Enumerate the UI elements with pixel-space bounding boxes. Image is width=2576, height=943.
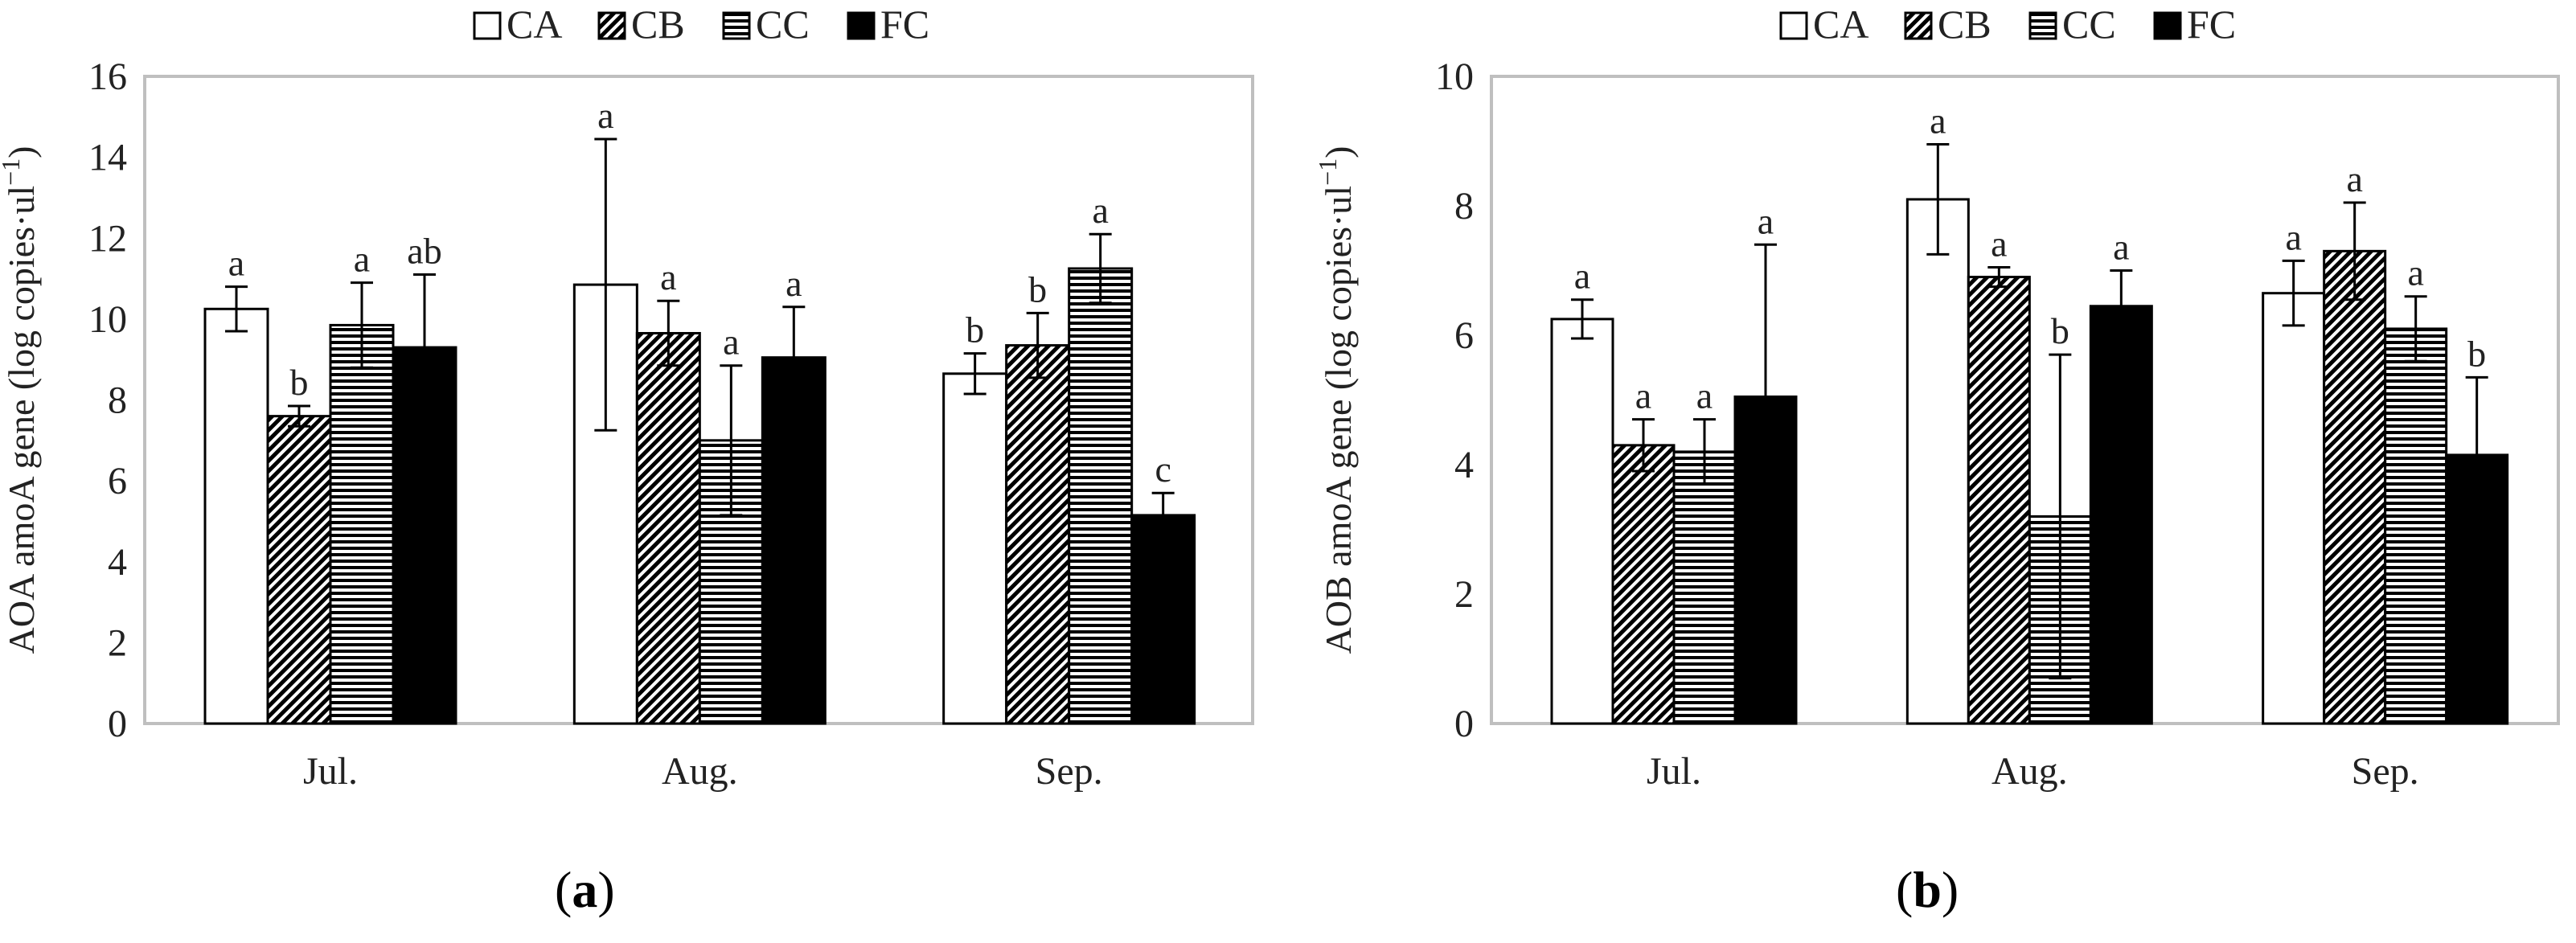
x-tick-label: Sep.: [1036, 750, 1103, 793]
significance-label: a: [1991, 223, 2007, 264]
legend-label-ca: CA: [1813, 2, 1868, 47]
bar-ca: [942, 372, 1008, 725]
bar-ca: [1905, 198, 1970, 725]
legend-swatch-cc: [2028, 11, 2057, 40]
x-tick-label: Aug.: [662, 750, 738, 793]
y-tick-label: 4: [108, 541, 127, 584]
panel-a-chart: 0 2 4 6 8 10 12 14 16 AOA amoA gene (log copies·u…: [0, 2, 1254, 793]
bar-cb: [1611, 444, 1676, 725]
legend-swatch-fc: [2153, 11, 2182, 40]
bar-cb: [1967, 276, 2031, 725]
panel-a-label: (a): [555, 861, 615, 918]
significance-label: a: [1696, 375, 1713, 416]
y-tick-label: 2: [108, 621, 127, 664]
significance-label: b: [2467, 333, 2486, 374]
y-tick-label: 14: [88, 137, 127, 179]
legend-label-fc: FC: [880, 2, 929, 47]
legend-label-ca: CA: [507, 2, 562, 47]
significance-label: a: [1635, 375, 1651, 416]
significance-label: b: [2051, 310, 2069, 351]
bar-fc: [2089, 305, 2153, 725]
x-tick-label: Jul.: [303, 750, 358, 793]
y-tick-label: 8: [108, 379, 127, 422]
y-tick-label: 0: [1454, 703, 1474, 745]
y-tick-label: 6: [108, 460, 127, 502]
bar-fc: [761, 356, 827, 725]
bar-ca: [572, 283, 638, 725]
significance-label: c: [1155, 449, 1171, 490]
significance-label: a: [1574, 256, 1590, 297]
significance-label: a: [723, 322, 739, 363]
legend-label-cb: CB: [631, 2, 685, 47]
bar-cb: [266, 415, 332, 725]
significance-label: a: [2285, 216, 2301, 257]
significance-label: a: [660, 256, 676, 297]
panel-b-label: (b): [1896, 861, 1959, 918]
significance-label: a: [2407, 252, 2423, 293]
bar-cb: [635, 331, 701, 725]
y-tick-label: 16: [88, 55, 127, 98]
bar-cc: [1672, 450, 1737, 725]
legend-swatch-cb: [1904, 11, 1933, 40]
significance-label: b: [1028, 269, 1047, 310]
y-axis-label: AOA amoA gene (log copies·ul−1): [0, 146, 42, 654]
y-tick-label: 0: [108, 703, 127, 745]
panel-a-letter: a: [572, 861, 598, 918]
panel-b-letter: b: [1913, 861, 1942, 918]
significance-label: a: [228, 243, 244, 284]
legend-label-fc: FC: [2187, 2, 2236, 47]
significance-label: b: [290, 362, 309, 403]
significance-label: a: [1092, 190, 1108, 231]
legend-swatch-fc: [847, 11, 876, 40]
significance-label: a: [597, 95, 613, 136]
bar-cb: [2323, 249, 2387, 725]
y-tick-label: 10: [88, 298, 127, 341]
significance-label: a: [1758, 200, 1774, 241]
legend-label-cb: CB: [1938, 2, 1991, 47]
legend-label-cc: CC: [2062, 2, 2116, 47]
y-tick-label: 6: [1454, 314, 1474, 357]
y-tick-label: 8: [1454, 185, 1474, 228]
bar-ca: [1550, 318, 1614, 725]
legend-label-cc: CC: [756, 2, 810, 47]
bar-ca: [2262, 292, 2326, 725]
x-tick-label: Aug.: [1991, 750, 2068, 793]
x-tick-label: Sep.: [2352, 750, 2419, 793]
y-axis-label: AOB amoA gene (log copies·ul−1): [1313, 146, 1359, 654]
significance-label: a: [1930, 100, 1946, 141]
y-tick-label: 2: [1454, 573, 1474, 616]
legend-swatch-cc: [722, 11, 751, 40]
bar-cc: [2384, 327, 2448, 725]
significance-label: a: [2113, 227, 2129, 268]
legend-swatch-ca: [1779, 11, 1808, 40]
y-tick-label: 10: [1435, 55, 1474, 98]
bar-cb: [1005, 344, 1071, 725]
bar-ca: [203, 307, 269, 725]
significance-label: a: [2346, 158, 2362, 199]
significance-label: b: [966, 310, 984, 351]
bar-cc: [1068, 267, 1134, 725]
bar-cc: [329, 323, 395, 725]
significance-label: ab: [407, 231, 441, 272]
y-tick-label: 12: [88, 217, 127, 260]
x-tick-label: Jul.: [1647, 750, 1701, 793]
significance-label: a: [786, 263, 802, 304]
bar-fc: [1130, 514, 1196, 725]
legend-swatch-ca: [473, 11, 502, 40]
legend-swatch-cb: [597, 11, 626, 40]
panel-b-chart: 0 2 4 6 8 10 AOB amoA gene (log copies·ul−1) Ju…: [1313, 2, 2560, 793]
significance-label: a: [354, 239, 370, 280]
y-tick-label: 4: [1454, 444, 1474, 486]
